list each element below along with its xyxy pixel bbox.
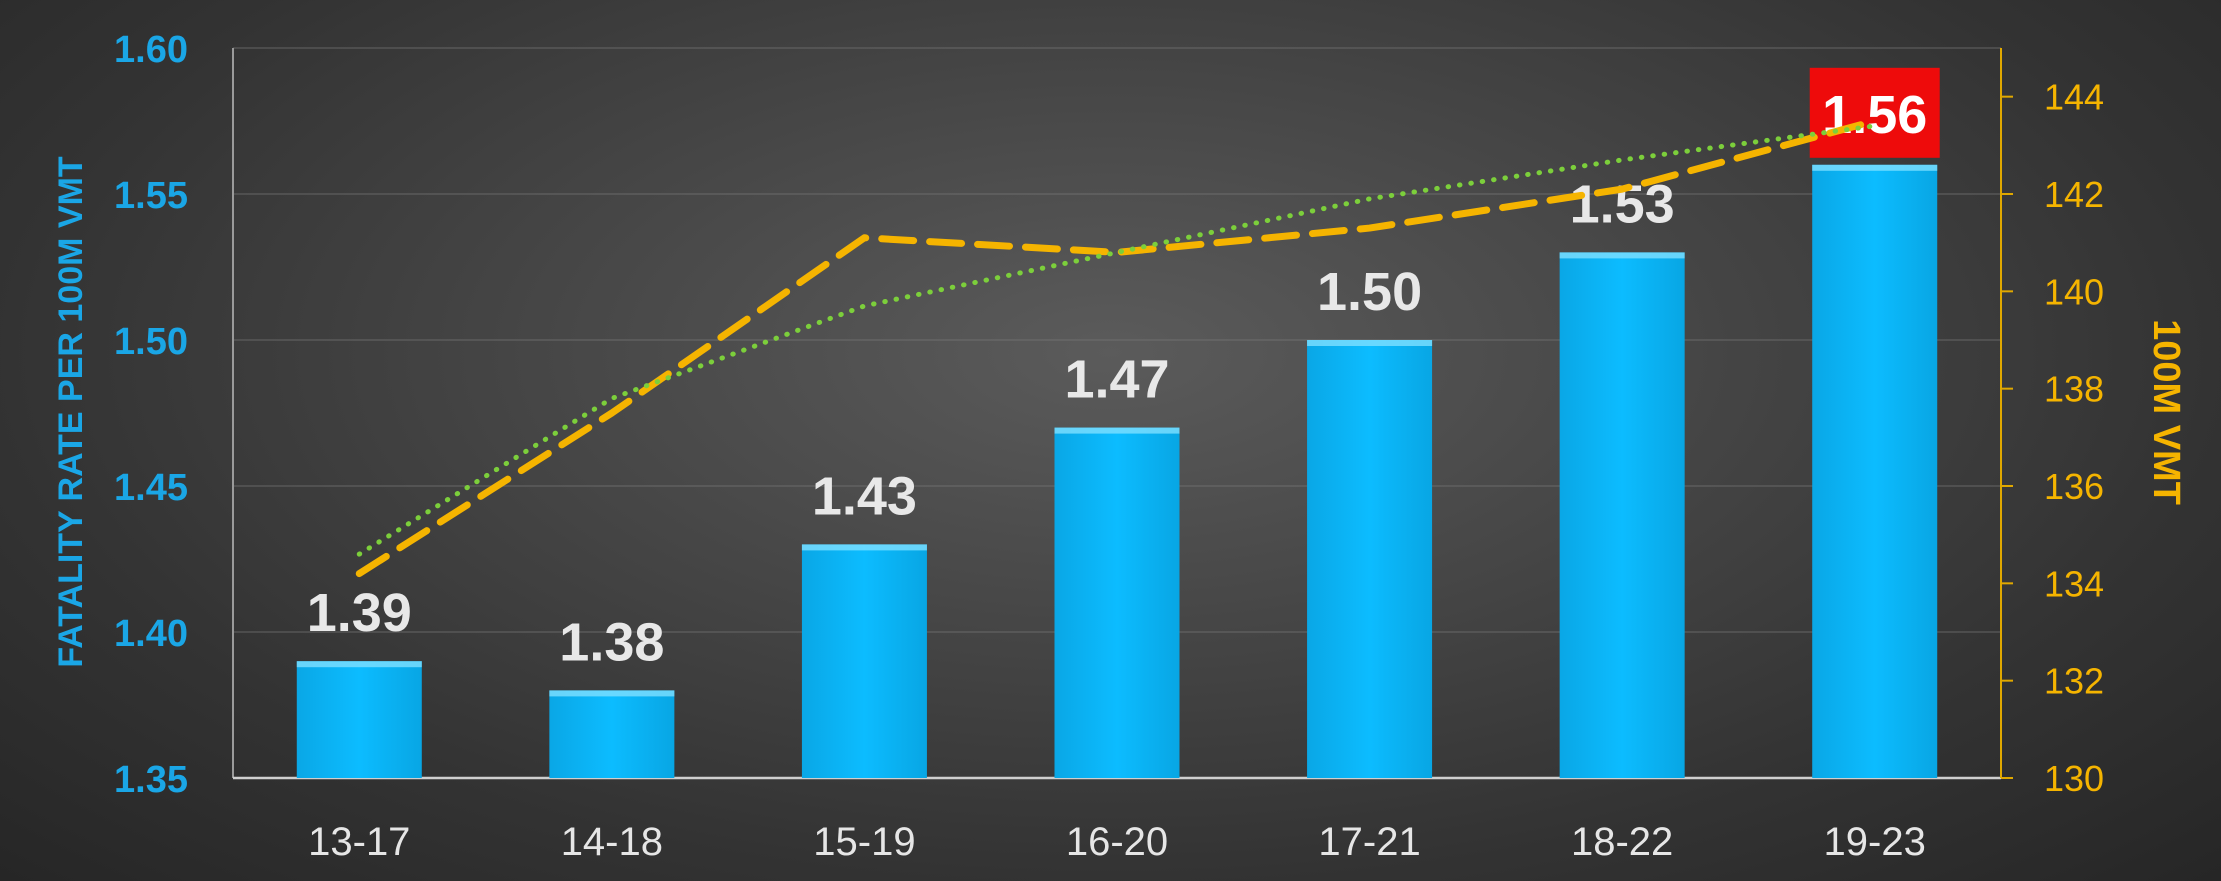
x-tick-label: 15-19	[813, 820, 915, 864]
x-tick-label: 16-20	[1066, 820, 1168, 864]
bar-value-label: 1.50	[1317, 262, 1422, 322]
bar	[1812, 164, 1938, 779]
y-right-tick-label: 144	[2044, 77, 2104, 118]
bar-top-highlight	[1054, 427, 1180, 434]
y-left-tick-label: 1.60	[114, 29, 188, 71]
y-right-tick-label: 138	[2044, 369, 2104, 410]
bar-top-highlight	[1307, 340, 1433, 346]
x-tick-label: 18-22	[1571, 820, 1673, 864]
bar-value-label: 1.56	[1822, 85, 1927, 145]
bar	[801, 544, 927, 778]
y-right-tick-label: 132	[2044, 661, 2104, 702]
bar-value-label: 1.53	[1570, 174, 1675, 234]
y-left-tick-label: 1.35	[114, 759, 188, 801]
y-right-tick-label: 140	[2044, 271, 2104, 312]
bar-top-highlight	[1559, 252, 1685, 259]
y-left-tick-label: 1.40	[114, 613, 188, 655]
bar-value-label: 1.43	[812, 466, 917, 526]
bar-value-label: 1.47	[1064, 350, 1169, 410]
dotted-series-line	[356, 123, 1878, 557]
bar	[296, 661, 422, 778]
x-tick-label: 13-17	[308, 820, 410, 864]
bar	[549, 690, 675, 778]
y-right-tick-label: 134	[2044, 563, 2104, 604]
bar	[1307, 340, 1433, 778]
y-right-tick-label: 142	[2044, 174, 2104, 215]
bar-top-highlight	[549, 690, 675, 697]
bar-top-highlight	[1812, 164, 1938, 171]
bar	[1054, 427, 1180, 778]
bar	[1559, 252, 1685, 778]
y-right-axis-title: 100M VMT	[2145, 319, 2187, 505]
y-right-tick-label: 130	[2044, 758, 2104, 799]
y-left-tick-label: 1.50	[114, 321, 188, 363]
y-left-tick-label: 1.45	[114, 467, 188, 509]
y-left-tick-label: 1.55	[114, 175, 188, 217]
x-tick-label: 17-21	[1318, 820, 1420, 864]
y-left-axis-title: FATALITY RATE PER 100M VMT	[52, 156, 90, 668]
bar-value-label: 1.38	[559, 612, 664, 672]
bar-top-highlight	[801, 544, 927, 551]
x-tick-label: 19-23	[1824, 820, 1926, 864]
bar-value-label: 1.39	[307, 583, 412, 643]
y-right-tick-label: 136	[2044, 466, 2104, 507]
x-tick-label: 14-18	[561, 820, 663, 864]
dashed-series-line	[355, 117, 1879, 578]
bar-top-highlight	[296, 661, 422, 668]
highlight-label-box	[1809, 67, 1940, 158]
